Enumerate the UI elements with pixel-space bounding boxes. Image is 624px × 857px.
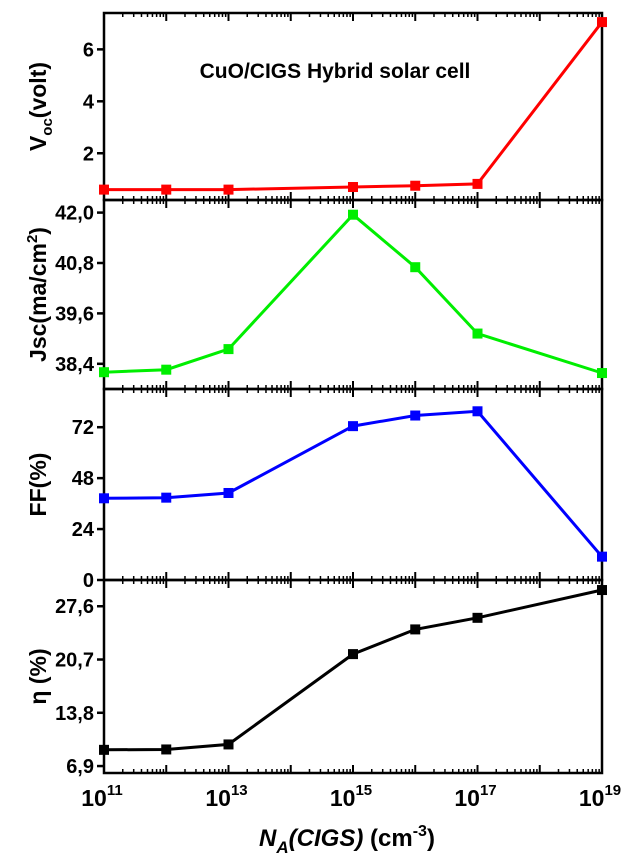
panel-4: 6,9 13,8 20,7 27,6 η (%) xyxy=(25,578,607,778)
chart-annotation: CuO/CIGS Hybrid solar cell xyxy=(200,60,471,83)
data-point xyxy=(472,178,483,189)
y-tick-label: 38,4 xyxy=(55,354,95,376)
data-point xyxy=(348,649,358,660)
x-tick-base: 10 xyxy=(454,785,480,811)
chart-panels: 246Voc(volt)38,439,640,842,0Jsc(ma/cm2)0… xyxy=(24,11,607,778)
y-tick-label: 42,0 xyxy=(55,203,94,225)
data-point xyxy=(99,493,109,504)
data-point xyxy=(597,17,607,28)
x-axis-label-close: ) xyxy=(427,825,435,852)
y-tick-label: 13,8 xyxy=(55,703,94,725)
data-point xyxy=(472,612,483,623)
x-tick-base: 10 xyxy=(205,785,231,811)
series-line xyxy=(103,212,603,375)
x-tick-label: 1019 xyxy=(579,782,621,811)
x-axis-label-symbol: N xyxy=(259,825,277,852)
x-tick-exponent: 11 xyxy=(107,782,123,799)
data-point xyxy=(597,585,607,596)
x-axis-label-subscript: A xyxy=(275,838,288,857)
x-tick-label: 1015 xyxy=(330,782,372,811)
y-axis-label: FF(%) xyxy=(25,453,51,517)
y-axis-label-main: FF(%) xyxy=(25,453,51,517)
data-point xyxy=(472,328,483,339)
data-point xyxy=(161,364,172,375)
data-point xyxy=(410,180,421,191)
series-line xyxy=(104,21,604,192)
data-point xyxy=(99,744,109,755)
x-tick-exponent: 19 xyxy=(604,782,621,799)
data-point xyxy=(348,182,358,193)
data-point xyxy=(223,739,234,750)
data-point xyxy=(161,744,172,755)
x-tick-exponent: 15 xyxy=(355,782,372,799)
y-axis-label: η (%) xyxy=(25,648,51,704)
x-tick-base: 10 xyxy=(81,785,107,811)
data-point xyxy=(223,487,234,498)
panel-frame xyxy=(102,11,604,202)
data-point xyxy=(161,492,172,503)
y-tick-label: 24 xyxy=(72,519,95,541)
x-tick-exponent: 13 xyxy=(231,782,248,799)
y-tick-label: 0 xyxy=(83,570,94,592)
y-axis-label-subscript: oc xyxy=(39,118,56,136)
y-tick-label: 72 xyxy=(72,417,94,439)
x-tick-label: 1011 xyxy=(81,782,122,811)
data-point xyxy=(597,368,607,379)
panel-frame xyxy=(102,198,604,391)
series-line xyxy=(103,409,604,558)
x-axis-label-unit: (cm xyxy=(363,825,412,852)
data-point xyxy=(348,209,358,220)
y-tick-label: 48 xyxy=(72,468,94,490)
y-tick-label: 6,9 xyxy=(66,756,94,778)
y-axis-label: Jsc(ma/cm2) xyxy=(24,227,51,362)
x-tick-base: 10 xyxy=(579,785,605,811)
data-point xyxy=(223,344,234,355)
data-point xyxy=(99,367,109,378)
panel-3: 0 24 48 72 FF(%) xyxy=(25,387,607,592)
panel-1: 2 4 6 Voc(volt) xyxy=(25,11,607,202)
y-tick-label: 27,6 xyxy=(55,596,94,618)
x-tick-base: 10 xyxy=(330,785,356,811)
data-point xyxy=(410,410,421,421)
data-point xyxy=(472,406,483,417)
y-tick-label: 6 xyxy=(83,39,94,61)
x-axis-label-unit-exponent: -3 xyxy=(413,823,427,840)
panel-frame xyxy=(102,387,604,582)
y-axis-label-rest: ) xyxy=(25,227,51,235)
data-point xyxy=(597,551,607,562)
data-point xyxy=(223,184,234,195)
data-point xyxy=(410,624,421,635)
y-tick-label: 39,6 xyxy=(55,303,94,325)
y-tick-label: 4 xyxy=(83,91,95,113)
x-axis-label-paren: (CIGS) xyxy=(289,825,364,852)
y-axis-label-main: η (%) xyxy=(25,648,51,704)
data-point xyxy=(348,421,358,432)
x-tick-label: 1013 xyxy=(205,782,247,811)
data-point xyxy=(99,184,109,195)
data-point xyxy=(161,184,172,195)
x-axis-tick-labels: 1011 1013 1015 1017 1019 xyxy=(81,782,621,811)
y-axis-label-rest: (volt) xyxy=(25,62,51,118)
data-point xyxy=(410,262,421,273)
y-axis-label-superscript: 2 xyxy=(24,235,41,243)
x-axis-label: NA(CIGS) (cm-3) xyxy=(259,823,435,857)
x-tick-label: 1017 xyxy=(454,782,496,811)
y-tick-label: 2 xyxy=(83,143,94,165)
y-tick-label: 20,7 xyxy=(55,650,94,672)
y-tick-label: 40,8 xyxy=(55,253,94,275)
x-tick-exponent: 17 xyxy=(480,782,497,799)
panel-frame xyxy=(102,578,604,775)
y-axis-label: Voc(volt) xyxy=(25,62,56,151)
series-line xyxy=(103,588,603,752)
y-axis-label-main: V xyxy=(25,135,51,151)
y-axis-label-main: Jsc(ma/cm xyxy=(25,243,51,362)
